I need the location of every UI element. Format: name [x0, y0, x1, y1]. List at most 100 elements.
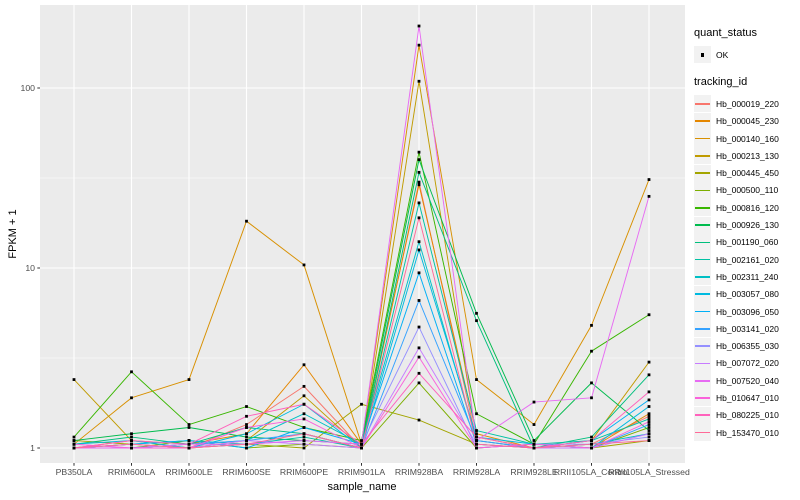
data-point — [475, 446, 478, 450]
data-point — [417, 381, 421, 385]
data-point — [647, 194, 651, 198]
data-point — [475, 429, 478, 432]
legend-line-icon — [695, 206, 710, 209]
legend-item-Hb_003057_080: Hb_003057_080 — [694, 285, 800, 303]
legend-item-Hb_007072_020: Hb_007072_020 — [694, 354, 800, 372]
legend-line-icon — [695, 397, 710, 399]
legend-line-icon — [695, 137, 710, 140]
data-point — [647, 405, 651, 408]
legend-item-label: Hb_000926_130 — [716, 220, 779, 231]
data-point — [647, 373, 651, 377]
data-point — [72, 439, 76, 442]
legend-item-Hb_000926_130: Hb_000926_130 — [694, 216, 800, 234]
legend-item-Hb_000445_450: Hb_000445_450 — [694, 164, 800, 182]
legend-item-label: Hb_000045_230 — [716, 116, 779, 127]
data-point — [475, 432, 478, 436]
legend-item-label: OK — [716, 49, 729, 60]
data-point — [417, 79, 421, 83]
data-point — [475, 319, 478, 323]
legend-line-icon — [695, 414, 710, 417]
legend-section-quant-status: quant_status OK — [694, 27, 800, 64]
data-point — [647, 423, 651, 426]
data-point — [590, 381, 593, 385]
legend-item-label: Hb_002161_020 — [716, 254, 779, 265]
legend-item-label: Hb_000019_220 — [716, 98, 779, 109]
data-point — [130, 442, 133, 446]
legend-item-label: Hb_001190_060 — [716, 237, 779, 248]
legend-line-icon — [695, 293, 710, 296]
data-point — [245, 439, 248, 442]
data-point — [590, 435, 593, 439]
data-point — [302, 363, 306, 367]
data-point — [302, 426, 306, 429]
legend-key-swatch — [694, 268, 711, 286]
data-point — [187, 442, 191, 446]
legend-item-Hb_000045_230: Hb_000045_230 — [694, 112, 800, 130]
legend-key-swatch — [694, 320, 711, 338]
legend-item-label: Hb_000500_110 — [716, 185, 779, 196]
legend-key-point — [694, 46, 711, 64]
legend-key-swatch — [694, 233, 711, 251]
data-point — [302, 394, 306, 398]
legend-line-icon — [695, 241, 710, 244]
data-point — [72, 442, 76, 446]
data-point — [302, 412, 306, 416]
data-point — [417, 271, 421, 275]
legend-key-swatch — [694, 147, 711, 165]
legend-item-Hb_153470_010: Hb_153470_010 — [694, 424, 800, 442]
data-point — [302, 439, 306, 442]
data-point — [417, 325, 421, 329]
data-point — [475, 442, 478, 446]
legend-item-label: Hb_007520_040 — [716, 375, 779, 386]
data-point — [417, 371, 421, 375]
data-point — [72, 378, 76, 381]
data-point — [245, 219, 248, 223]
data-point — [475, 378, 478, 381]
legend-key-swatch — [694, 372, 711, 390]
data-point — [417, 346, 421, 350]
y-tick-label: 1 — [30, 443, 35, 453]
legend-key-swatch — [694, 424, 711, 442]
legend-title-quant-status: quant_status — [694, 27, 757, 39]
data-point — [647, 417, 651, 421]
data-point — [245, 423, 248, 426]
data-point — [302, 432, 306, 436]
legend-key-swatch — [694, 95, 711, 113]
data-point — [302, 446, 306, 450]
legend-item-ok: OK — [694, 46, 800, 64]
data-point — [302, 384, 306, 388]
legend-key-swatch — [694, 251, 711, 269]
y-tick-label: 100 — [21, 83, 36, 93]
data-point — [417, 158, 421, 162]
data-point — [417, 180, 421, 184]
data-point — [245, 442, 248, 446]
data-point — [417, 43, 421, 47]
data-point — [130, 439, 133, 442]
legend-key-swatch — [694, 112, 711, 130]
legend-item-Hb_000816_120: Hb_000816_120 — [694, 199, 800, 217]
legend-item-label: Hb_000816_120 — [716, 202, 779, 213]
data-point — [417, 183, 421, 187]
data-point — [245, 426, 248, 429]
y-axis-title: FPKM + 1 — [7, 209, 19, 259]
legend-key-swatch — [694, 406, 711, 424]
data-point — [245, 432, 248, 436]
data-point — [475, 439, 478, 442]
data-point — [130, 432, 133, 436]
x-tick-label: RRII105LA_Stressed — [608, 467, 690, 477]
legend-item-Hb_000019_220: Hb_000019_220 — [694, 95, 800, 113]
data-point — [532, 446, 536, 450]
legend-line-icon — [695, 120, 710, 123]
data-point — [647, 429, 651, 432]
x-tick-label: RRIM600LA — [108, 467, 156, 477]
legend-key-swatch — [694, 337, 711, 355]
data-point — [590, 442, 593, 446]
legend-item-Hb_003141_020: Hb_003141_020 — [694, 320, 800, 338]
data-point — [647, 360, 651, 364]
legend-line-icon — [695, 345, 710, 347]
x-tick-label: RRIM901LA — [338, 467, 386, 477]
legend-key-swatch — [694, 303, 711, 320]
data-point — [360, 446, 363, 450]
legend-item-label: Hb_002311_240 — [716, 271, 779, 282]
